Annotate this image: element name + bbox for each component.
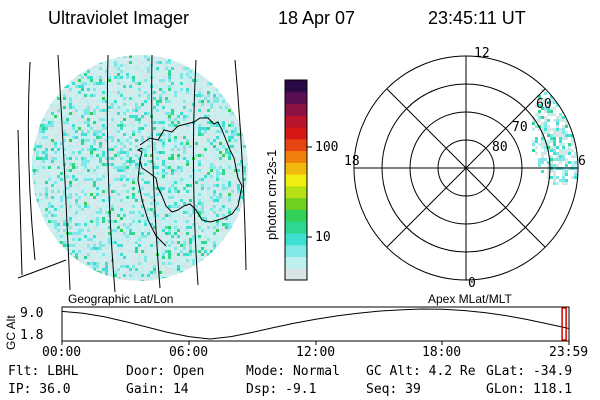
polar-label-0: 0 — [468, 276, 476, 291]
altitude-plot — [61, 306, 570, 345]
altitude-curve — [61, 308, 570, 340]
status-door: Door: Open — [126, 364, 205, 379]
polar-plot — [353, 55, 579, 281]
polar-label-12: 12 — [474, 46, 490, 61]
colorbar-band — [285, 150, 307, 163]
colorbar-band — [285, 91, 307, 105]
colorbar-band — [285, 197, 307, 210]
current-time-marker — [561, 307, 567, 341]
status-glon: GLon: 118.1 — [486, 382, 573, 397]
status-ip: IP: 36.0 — [8, 382, 71, 397]
polar-label-18: 18 — [344, 154, 360, 169]
status-filter: Flt: LBHL — [8, 364, 79, 379]
colorbar-band — [285, 232, 307, 246]
colorbar-band — [285, 256, 307, 269]
colorbar-band — [285, 244, 307, 257]
altitude-xtick-2: 12:00 — [296, 345, 336, 360]
geographic-grid-lines — [17, 54, 247, 293]
app-title: Ultraviolet Imager — [48, 8, 190, 28]
header-time: 23:45:11 UT — [428, 8, 526, 28]
status-glat: GLat: -34.9 — [486, 364, 573, 379]
altitude-ytick-min: 1.8 — [20, 328, 44, 343]
colorbar — [284, 79, 312, 281]
polar-lat-80: 80 — [492, 140, 508, 155]
geographic-panel-label: Geographic Lat/Lon — [68, 292, 174, 306]
colorbar-unit-label: photon cm-2s-1 — [264, 149, 279, 240]
colorbar-tick-100: 100 — [315, 140, 339, 155]
colorbar-band — [285, 185, 307, 199]
polar-lat-70: 70 — [512, 120, 528, 135]
colorbar-band — [285, 103, 307, 116]
header-date: 18 Apr 07 — [278, 8, 356, 28]
polar-panel-label: Apex MLat/MLT — [428, 292, 512, 306]
colorbar-band — [285, 127, 307, 140]
colorbar-band — [285, 209, 307, 222]
colorbar-band — [285, 174, 307, 187]
colorbar-band — [285, 115, 307, 128]
polar-lat-60: 60 — [536, 97, 552, 112]
colorbar-band — [285, 268, 307, 281]
colorbar-band — [285, 162, 307, 175]
colorbar-band — [285, 80, 307, 93]
altitude-xtick-1: 06:00 — [169, 345, 209, 360]
altitude-xtick-4: 23:59 — [549, 345, 589, 360]
altitude-xtick-3: 18:00 — [422, 345, 462, 360]
colorbar-tick-10: 10 — [315, 230, 331, 245]
status-gc-altitude: GC Alt: 4.2 Re — [366, 364, 476, 379]
status-gain: Gain: 14 — [126, 382, 189, 397]
geographic-image — [17, 54, 248, 293]
polar-label-6: 6 — [578, 154, 586, 169]
status-dsp: Dsp: -9.1 — [246, 382, 317, 397]
status-mode: Mode: Normal — [246, 364, 340, 379]
altitude-ylabel: GC Alt — [4, 315, 18, 350]
colorbar-band — [285, 138, 307, 152]
colorbar-band — [285, 221, 307, 234]
coastline — [136, 117, 243, 223]
altitude-xtick-0: 00:00 — [42, 345, 82, 360]
status-seq: Seq: 39 — [366, 382, 421, 397]
altitude-ytick-max: 9.0 — [20, 306, 44, 321]
